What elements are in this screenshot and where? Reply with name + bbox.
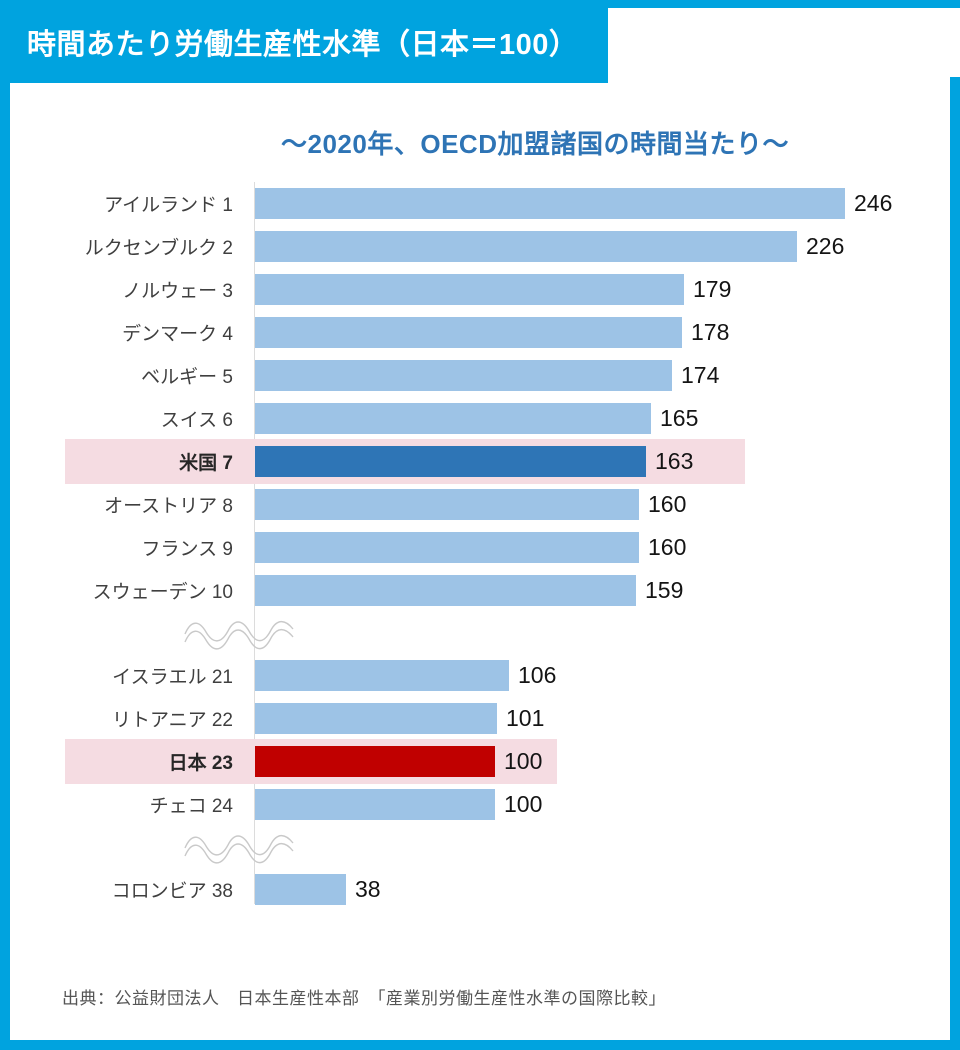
row-value: 246	[854, 190, 893, 216]
row-bar-area: 226	[255, 231, 895, 262]
row-bar-area: 174	[255, 360, 895, 391]
row-bar	[255, 231, 797, 262]
row-bar	[255, 703, 497, 734]
row-bar	[255, 403, 651, 434]
axis-break-row	[65, 612, 895, 654]
row-bar	[255, 575, 636, 606]
row-label: 日本 23	[168, 753, 233, 774]
row-bar	[255, 317, 682, 348]
row-bar	[255, 532, 639, 563]
row-bar-area: 100	[255, 746, 895, 777]
row-label: デンマーク 4	[122, 324, 233, 345]
row-value: 100	[504, 748, 543, 774]
chart-axis-line	[254, 182, 255, 904]
chart-title: ～2020年、OECD加盟諸国の時間当たり～	[281, 129, 789, 159]
row-bar-area: 101	[255, 703, 895, 734]
chart-row: ルクセンブルク 2 226	[65, 225, 895, 268]
axis-break-wave-icon	[184, 834, 294, 864]
row-value: 174	[681, 362, 720, 388]
row-bar-area: 163	[255, 446, 895, 477]
row-label: チェコ 24	[149, 796, 233, 817]
row-label: リトアニア 22	[111, 710, 233, 731]
chart-row: ノルウェー 3 179	[65, 268, 895, 311]
axis-break-wave-icon	[184, 620, 294, 650]
chart-row: オーストリア 8 160	[65, 483, 895, 526]
frame-border-left	[0, 0, 10, 1050]
row-value: 38	[355, 876, 381, 902]
row-bar	[255, 746, 495, 777]
chart-row: デンマーク 4 178	[65, 311, 895, 354]
row-value: 160	[648, 491, 687, 517]
row-value: 100	[504, 791, 543, 817]
chart-row: チェコ 24 100	[65, 783, 895, 826]
row-bar	[255, 274, 684, 305]
row-label: ノルウェー 3	[122, 281, 233, 302]
row-bar-area: 246	[255, 188, 895, 219]
row-bar-area: 165	[255, 403, 895, 434]
row-bar	[255, 188, 845, 219]
row-label: イスラエル 21	[112, 667, 233, 688]
row-bar	[255, 360, 672, 391]
header-title: 時間あたり労働生産性水準（日本＝100）	[27, 28, 579, 61]
row-value: 178	[691, 319, 730, 345]
row-bar-area: 178	[255, 317, 895, 348]
row-bar	[255, 874, 346, 905]
frame-border-right	[950, 77, 960, 1050]
row-bar	[255, 789, 495, 820]
row-bar	[255, 660, 509, 691]
row-value: 160	[648, 534, 687, 560]
frame-border-bottom	[0, 1040, 960, 1050]
row-bar	[255, 489, 639, 520]
chart-row: コロンビア 38 38	[65, 868, 895, 911]
axis-break-row	[65, 826, 895, 868]
row-label: スイス 6	[160, 410, 233, 431]
row-value: 179	[693, 276, 732, 302]
row-value: 226	[806, 233, 845, 259]
row-label: コロンビア 38	[111, 881, 233, 902]
row-bar-area: 179	[255, 274, 895, 305]
header-banner: 時間あたり労働生産性水準（日本＝100）	[0, 0, 608, 83]
row-label: ベルギー 5	[141, 367, 233, 388]
chart-row: スイス 6 165	[65, 397, 895, 440]
chart-row: ベルギー 5 174	[65, 354, 895, 397]
chart-row: フランス 9 160	[65, 526, 895, 569]
chart-row: 日本 23 100	[65, 739, 895, 784]
row-value: 101	[506, 705, 545, 731]
row-label: 米国 7	[179, 453, 233, 474]
source-note: 出典：公益財団法人 日本生産性本部 「産業別労働生産性水準の国際比較」	[62, 989, 666, 1008]
row-label: ルクセンブルク 2	[84, 238, 233, 259]
row-bar	[255, 446, 646, 477]
row-value: 165	[660, 405, 699, 431]
row-value: 163	[655, 448, 694, 474]
row-value: 159	[645, 577, 684, 603]
row-label: スウェーデン 10	[92, 582, 233, 603]
row-bar-area: 100	[255, 789, 895, 820]
bar-chart: アイルランド 1 246 ルクセンブルク 2 226 ノルウェー 3 179 デンマーク 4…	[65, 182, 895, 911]
row-label: アイルランド 1	[104, 195, 233, 216]
row-label: オーストリア 8	[104, 496, 233, 517]
row-bar-area: 106	[255, 660, 895, 691]
row-value: 106	[518, 662, 557, 688]
row-bar-area: 160	[255, 489, 895, 520]
row-bar-area: 160	[255, 532, 895, 563]
chart-row: 米国 7 163	[65, 439, 895, 484]
row-label: フランス 9	[141, 539, 233, 560]
row-bar-area: 159	[255, 575, 895, 606]
chart-row: アイルランド 1 246	[65, 182, 895, 225]
chart-row: イスラエル 21 106	[65, 654, 895, 697]
row-bar-area: 38	[255, 874, 895, 905]
chart-row: スウェーデン 10 159	[65, 569, 895, 612]
chart-row: リトアニア 22 101	[65, 697, 895, 740]
